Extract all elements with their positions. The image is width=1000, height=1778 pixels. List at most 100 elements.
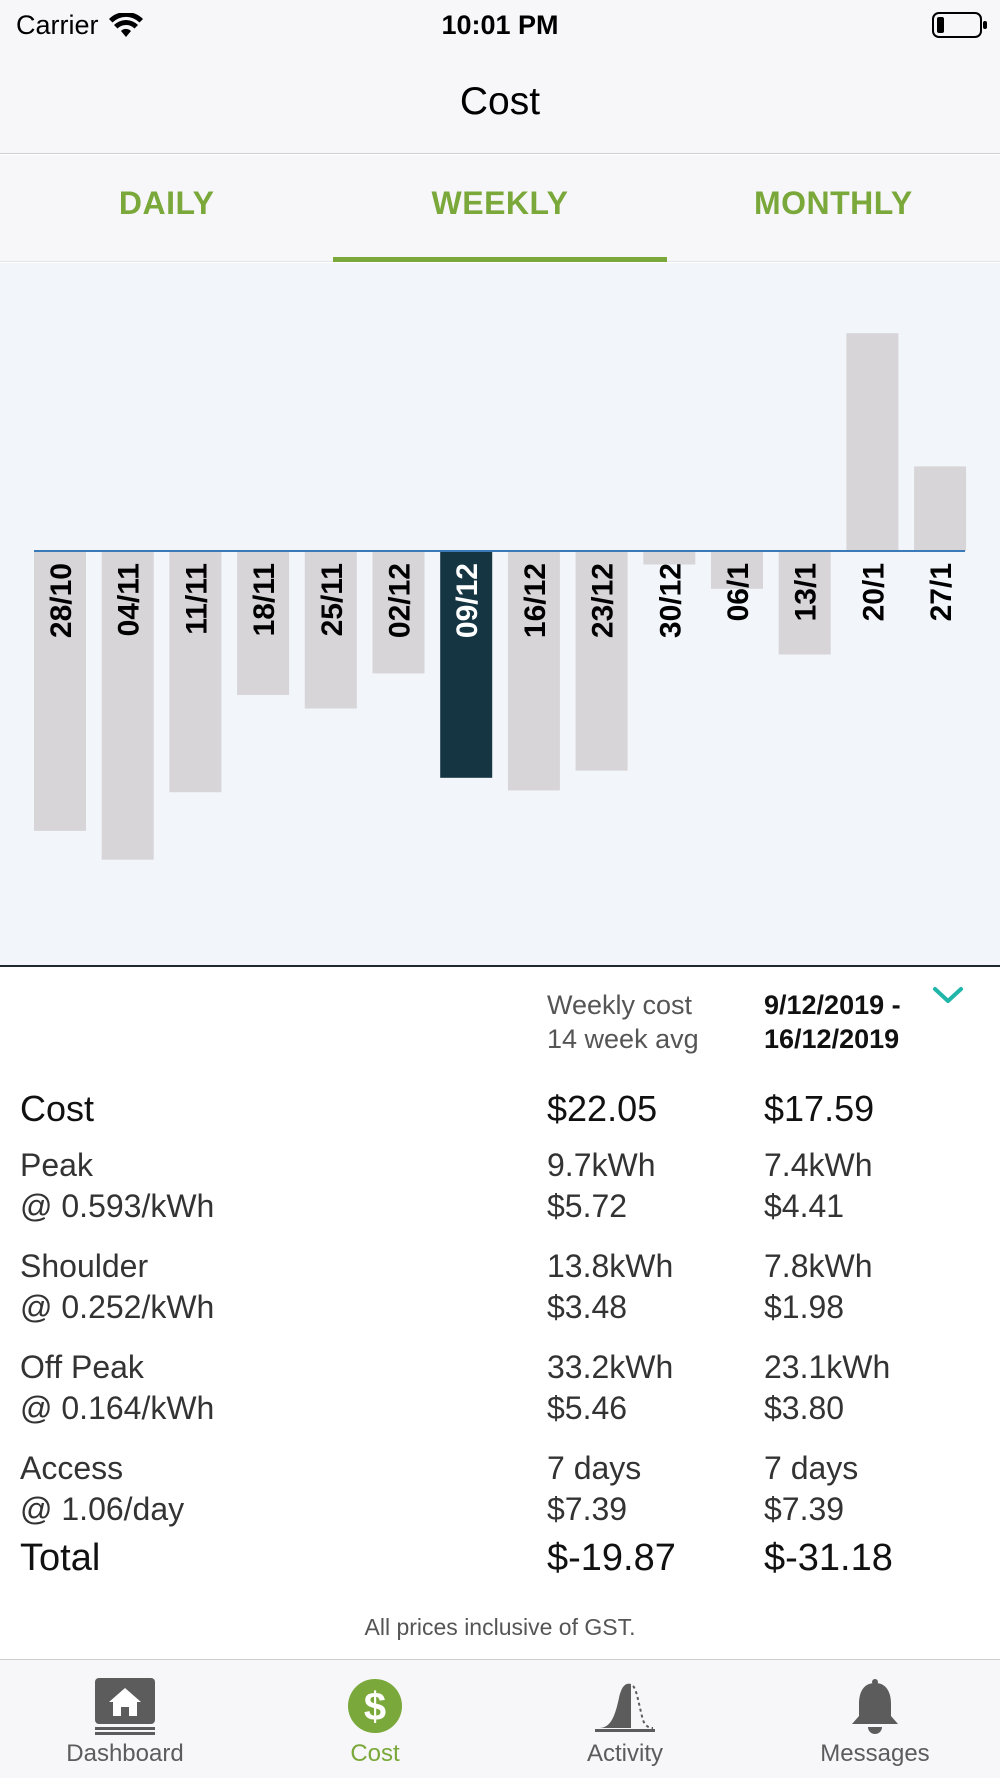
tab-monthly[interactable]: MONTHLY xyxy=(753,185,913,221)
week-range-start: 9/12/2019 - xyxy=(764,990,901,1020)
bottom-tab-bar: Dashboard $ Cost Activity Messages xyxy=(0,1659,1000,1778)
chart-bar-04-11[interactable] xyxy=(101,551,154,860)
chart-tick-label: 23/12 xyxy=(587,563,620,638)
offpeak-week: 23.1kWh $3.80 xyxy=(764,1347,890,1429)
chart-tick-label: 09/12 xyxy=(451,563,484,638)
chevron-down-icon[interactable] xyxy=(932,985,964,1005)
dollar-icon: $ xyxy=(348,1679,402,1733)
access-row-label: Access @ 1.06/day xyxy=(20,1448,184,1530)
chart-bar-30-12[interactable] xyxy=(643,551,696,565)
access-week-cost: $7.39 xyxy=(764,1491,845,1527)
access-rate: @ 1.06/day xyxy=(20,1491,185,1527)
offpeak-week-qty: 23.1kWh xyxy=(764,1349,891,1385)
chart-tick-label: 06/1 xyxy=(722,563,755,621)
total-avg-value: $-19.87 xyxy=(547,1537,676,1579)
offpeak-name: Off Peak xyxy=(20,1349,144,1385)
shoulder-avg-qty: 13.8kWh xyxy=(547,1248,674,1284)
bell-icon xyxy=(852,1679,898,1734)
avg-column-header: Weekly cost 14 week avg xyxy=(547,988,699,1056)
shoulder-row-label: Shoulder @ 0.252/kWh xyxy=(20,1246,214,1328)
svg-text:$: $ xyxy=(364,1685,386,1729)
chart-tick-label: 28/10 xyxy=(45,563,78,638)
gst-footnote: All prices inclusive of GST. xyxy=(364,1614,636,1640)
tabbar-cost[interactable]: $ Cost xyxy=(250,1660,500,1778)
tabbar-dashboard-label: Dashboard xyxy=(66,1740,184,1767)
carrier: Carrier xyxy=(16,10,143,41)
cost-week-value: $17.59 xyxy=(764,1088,875,1129)
tabbar-messages-label: Messages xyxy=(820,1740,930,1767)
tabbar-activity[interactable]: Activity xyxy=(500,1660,750,1778)
chart-bar-16-12[interactable] xyxy=(507,551,560,791)
tabbar-cost-label: Cost xyxy=(350,1740,400,1767)
week-range-end: 16/12/2019 xyxy=(764,1024,900,1054)
week-range-selector[interactable]: 9/12/2019 - 16/12/2019 xyxy=(764,988,901,1056)
peak-avg-qty: 9.7kWh xyxy=(547,1147,656,1183)
offpeak-avg: 33.2kWh $5.46 xyxy=(547,1347,673,1429)
access-avg-qty: 7 days xyxy=(547,1450,642,1486)
status-bar: Carrier 10:01 PM xyxy=(0,0,1000,52)
access-avg-cost: $7.39 xyxy=(547,1491,628,1527)
chart-tick-label: 30/12 xyxy=(654,563,687,638)
chart-bar-28-10[interactable] xyxy=(34,551,86,831)
cost-summary: Weekly cost 14 week avg 9/12/2019 - 16/1… xyxy=(0,969,1000,1659)
shoulder-week-qty: 7.8kWh xyxy=(764,1248,873,1284)
tabbar-dashboard[interactable]: Dashboard xyxy=(0,1660,250,1778)
chart-bar-02-12[interactable] xyxy=(372,551,425,674)
chart-bar-23-12[interactable] xyxy=(575,551,628,771)
activity-icon xyxy=(595,1683,655,1732)
tab-daily[interactable]: DAILY xyxy=(118,185,215,221)
shoulder-rate: @ 0.252/kWh xyxy=(20,1289,215,1325)
period-tabs: DAILY WEEKLY MONTHLY xyxy=(0,155,1000,262)
offpeak-row-label: Off Peak @ 0.164/kWh xyxy=(20,1347,214,1429)
battery-icon xyxy=(932,12,987,38)
offpeak-avg-qty: 33.2kWh xyxy=(547,1349,674,1385)
chart-tick-label: 02/12 xyxy=(384,563,417,638)
avg-column-title: Weekly cost xyxy=(547,990,693,1020)
chart-bar-20-1[interactable] xyxy=(846,333,899,551)
tab-weekly[interactable]: WEEKLY xyxy=(333,155,667,262)
cost-avg-value: $22.05 xyxy=(547,1088,658,1129)
home-icon xyxy=(95,1678,155,1735)
status-time: 10:01 PM xyxy=(441,10,559,40)
chart-tick-label: 18/11 xyxy=(248,563,281,636)
chart-bar-25-11[interactable] xyxy=(304,551,357,709)
chart-bar-09-12[interactable] xyxy=(440,551,493,778)
page-title: Cost xyxy=(459,80,541,123)
peak-avg: 9.7kWh $5.72 xyxy=(547,1145,655,1227)
peak-week: 7.4kWh $4.41 xyxy=(764,1145,872,1227)
tabbar-activity-label: Activity xyxy=(586,1740,663,1767)
chart-bar-11-11[interactable] xyxy=(169,551,222,793)
chart-svg: 28/10 04/11 11/11 18/11 25/11 02/12 09/12 16/12… xyxy=(34,333,967,860)
avg-column-subtitle: 14 week avg xyxy=(547,1024,699,1054)
chart-tick-label: 11/11 xyxy=(180,563,213,635)
chart-bar-27-1[interactable] xyxy=(914,466,967,551)
access-week: 7 days $7.39 xyxy=(764,1448,858,1530)
weekly-cost-chart: 28/10 04/11 11/11 18/11 25/11 02/12 09/12 16/12… xyxy=(0,263,1000,967)
chart-tick-label: 04/11 xyxy=(113,563,146,636)
chart-tick-label: 16/12 xyxy=(519,563,552,638)
chart-tick-label: 13/1 xyxy=(790,563,823,621)
chart-bar-13-1[interactable] xyxy=(778,551,831,655)
tabbar-messages[interactable]: Messages xyxy=(750,1660,1000,1778)
shoulder-avg-cost: $3.48 xyxy=(547,1289,628,1325)
offpeak-week-cost: $3.80 xyxy=(764,1390,845,1426)
cost-label: Cost xyxy=(20,1088,95,1129)
shoulder-name: Shoulder xyxy=(20,1248,149,1284)
shoulder-week: 7.8kWh $1.98 xyxy=(764,1246,872,1328)
peak-week-cost: $4.41 xyxy=(764,1188,845,1224)
peak-row-label: Peak @ 0.593/kWh xyxy=(20,1145,214,1227)
carrier-label: Carrier xyxy=(16,10,99,40)
peak-avg-cost: $5.72 xyxy=(547,1188,628,1224)
navigation-bar: Cost xyxy=(0,52,1000,154)
access-avg: 7 days $7.39 xyxy=(547,1448,641,1530)
offpeak-avg-cost: $5.46 xyxy=(547,1390,628,1426)
chart-bar-18-11[interactable] xyxy=(237,551,290,695)
wifi-icon xyxy=(108,12,143,37)
chart-tick-label: 25/11 xyxy=(316,563,349,636)
offpeak-rate: @ 0.164/kWh xyxy=(20,1390,215,1426)
shoulder-avg: 13.8kWh $3.48 xyxy=(547,1246,673,1328)
peak-week-qty: 7.4kWh xyxy=(764,1147,873,1183)
chart-tick-label: 27/1 xyxy=(925,563,958,621)
peak-rate: @ 0.593/kWh xyxy=(20,1188,215,1224)
chart-bar-06-1[interactable] xyxy=(711,551,763,589)
